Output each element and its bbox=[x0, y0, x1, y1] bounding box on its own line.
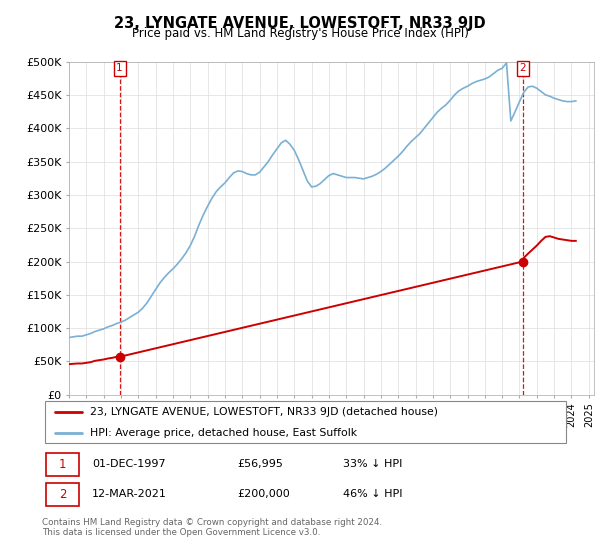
Text: HPI: Average price, detached house, East Suffolk: HPI: Average price, detached house, East… bbox=[89, 428, 356, 438]
FancyBboxPatch shape bbox=[44, 401, 566, 444]
Text: 2: 2 bbox=[520, 63, 526, 73]
Text: £56,995: £56,995 bbox=[238, 459, 283, 469]
Text: 1: 1 bbox=[116, 63, 123, 73]
Text: 2: 2 bbox=[59, 488, 67, 501]
Text: 46% ↓ HPI: 46% ↓ HPI bbox=[343, 489, 403, 500]
Text: 33% ↓ HPI: 33% ↓ HPI bbox=[343, 459, 403, 469]
Text: 1: 1 bbox=[59, 458, 67, 470]
Text: Price paid vs. HM Land Registry's House Price Index (HPI): Price paid vs. HM Land Registry's House … bbox=[131, 27, 469, 40]
Text: 23, LYNGATE AVENUE, LOWESTOFT, NR33 9JD (detached house): 23, LYNGATE AVENUE, LOWESTOFT, NR33 9JD … bbox=[89, 407, 437, 417]
Text: 01-DEC-1997: 01-DEC-1997 bbox=[92, 459, 166, 469]
FancyBboxPatch shape bbox=[46, 483, 79, 506]
Text: 12-MAR-2021: 12-MAR-2021 bbox=[92, 489, 167, 500]
Text: £200,000: £200,000 bbox=[238, 489, 290, 500]
Text: Contains HM Land Registry data © Crown copyright and database right 2024.
This d: Contains HM Land Registry data © Crown c… bbox=[42, 518, 382, 538]
Text: 23, LYNGATE AVENUE, LOWESTOFT, NR33 9JD: 23, LYNGATE AVENUE, LOWESTOFT, NR33 9JD bbox=[114, 16, 486, 31]
FancyBboxPatch shape bbox=[46, 452, 79, 475]
